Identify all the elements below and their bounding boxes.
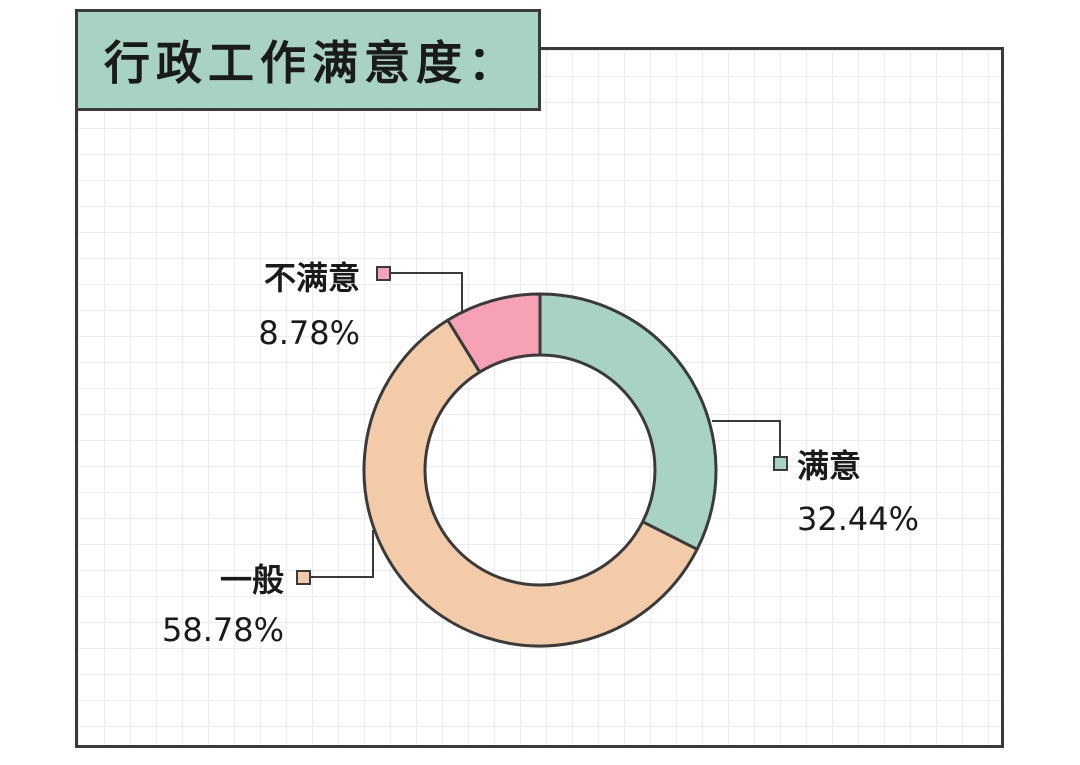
leader-line-satisfied (712, 420, 781, 458)
slice-label-satisfied: 满意 (797, 447, 861, 485)
slice-satisfied (538, 292, 718, 551)
slice-value-neutral: 58.78% (162, 611, 284, 649)
legend-marker-satisfied (773, 456, 788, 471)
slice-label-neutral: 一般 (220, 561, 284, 599)
slice-neutral (362, 318, 699, 648)
slice-unsatisfied (446, 292, 542, 374)
page-title: 行政工作满意度： (104, 36, 520, 90)
legend-marker-neutral (296, 570, 311, 585)
title-box: 行政工作满意度： (75, 9, 541, 111)
leader-line-unsatisfied (389, 272, 463, 314)
slice-value-satisfied: 32.44% (797, 500, 919, 538)
leader-line-neutral (310, 530, 374, 578)
legend-marker-unsatisfied (376, 266, 391, 281)
slice-label-unsatisfied: 不满意 (264, 259, 360, 297)
chart-frame (75, 47, 1004, 748)
slice-value-unsatisfied: 8.78% (258, 314, 360, 352)
